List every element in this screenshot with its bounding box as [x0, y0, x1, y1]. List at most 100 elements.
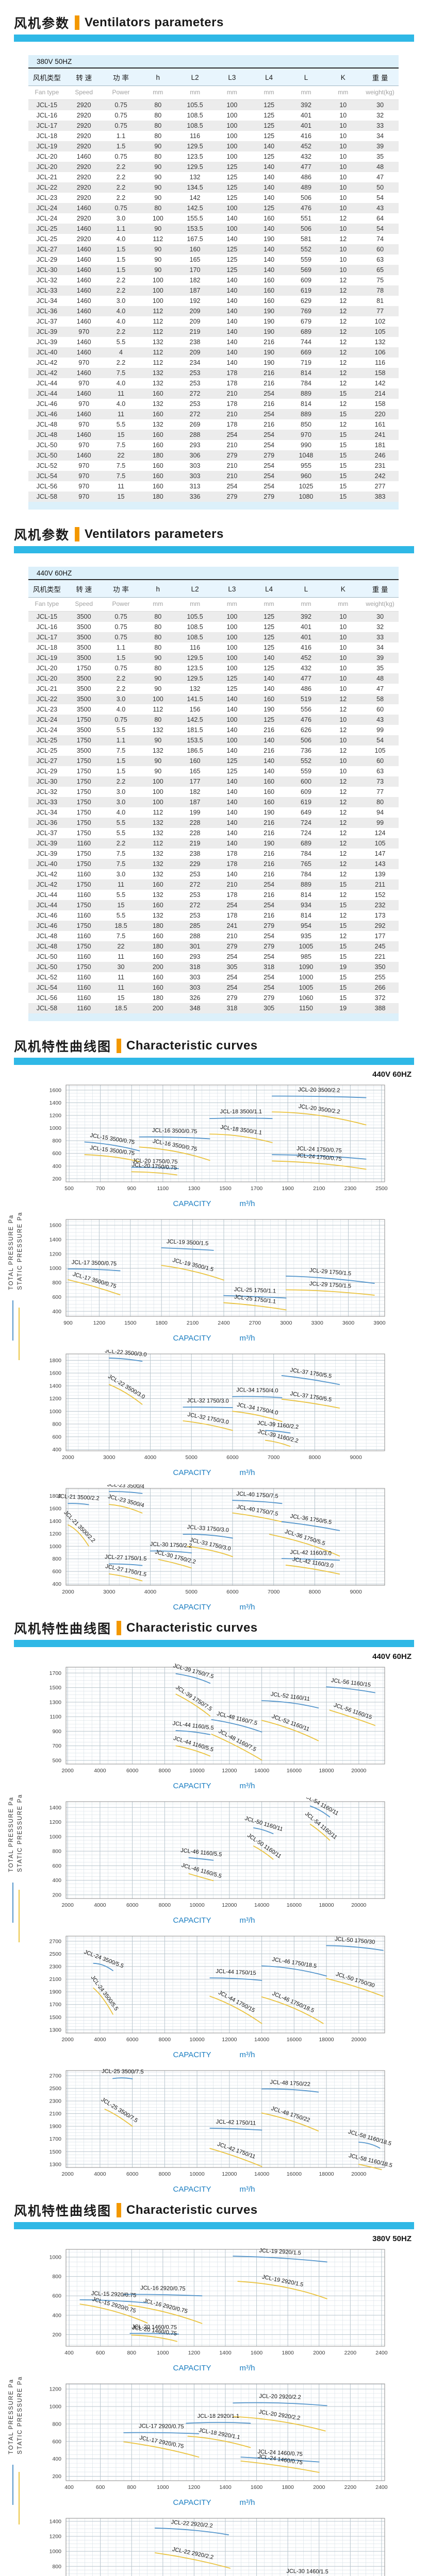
- table-cell: 160: [152, 933, 163, 940]
- curve-static-pressure: [232, 1411, 283, 1422]
- table-cell: 35: [376, 665, 384, 672]
- table-cell: 190: [264, 318, 275, 325]
- x-tick-label: 6000: [126, 2037, 139, 2043]
- table-cell: 160: [152, 390, 163, 397]
- table-cell: 15: [339, 390, 347, 397]
- table-cell: 581: [301, 235, 311, 243]
- table-cell: 221: [374, 953, 386, 960]
- y-tick-label: 1500: [50, 2014, 62, 2021]
- table-cell: 3500: [76, 675, 91, 682]
- table-cell: 303: [189, 984, 201, 991]
- table-cell: 143: [374, 860, 386, 868]
- table-cell: 10: [339, 132, 347, 140]
- section-title-row: 风机特性曲线图 Characteristic curves: [14, 2201, 414, 2219]
- plot-background: [66, 1354, 385, 1451]
- curve-label: JCL-32 1750/3.0: [187, 1398, 228, 1404]
- table-cell: 90: [154, 225, 162, 232]
- table-cell: 1460: [76, 431, 91, 438]
- table-cell: 125: [226, 174, 238, 181]
- table-cell: 3.0: [116, 788, 126, 795]
- table-row: JCL-50 1750 30 200 318 305 318 1090 19 350: [28, 962, 399, 972]
- table-cell: 452: [301, 143, 311, 150]
- table-cell: 112: [153, 809, 163, 816]
- table-cell: JCL-37: [36, 829, 58, 837]
- table-cell: 1160: [77, 912, 91, 919]
- table-cell: 90: [154, 768, 162, 775]
- curve-total-pressure: [175, 1730, 211, 1735]
- section-title-en: Characteristic curves: [126, 2203, 258, 2217]
- table-cell: 35: [376, 153, 384, 160]
- curve-label: JCL-34 1750/4.0: [236, 1387, 278, 1394]
- x-tick-label: 900: [63, 1320, 73, 1326]
- curve-static-pressure: [271, 1111, 367, 1126]
- curve-total-pressure: [281, 1521, 340, 1531]
- table-cell: 100: [152, 277, 163, 284]
- curve-label: JCL-16 3500/0.75: [152, 1127, 197, 1134]
- table-cell: 140: [226, 349, 238, 356]
- y-tick-label: 1200: [50, 1396, 62, 1402]
- table-cell: 100: [152, 215, 163, 222]
- curve-total-pressure: [326, 1945, 384, 1951]
- table-cell: 2.2: [116, 287, 126, 294]
- total-pressure-legend-line: [12, 2464, 13, 2505]
- curve-label: JCL-20 1460/0.75: [131, 2324, 177, 2331]
- table-cell: 15: [117, 902, 125, 909]
- table-cell: 99: [376, 819, 384, 826]
- table-cell: JCL-21: [36, 685, 58, 692]
- table-cell: 10: [339, 225, 347, 232]
- curve-label: JCL-30 1750/2.2: [150, 1541, 192, 1549]
- voltage-tab: 380V 50HZ: [28, 55, 399, 69]
- table-cell: 160: [152, 483, 163, 490]
- curve-static-pressure: [187, 2435, 251, 2448]
- table-cell: 132: [152, 819, 163, 826]
- table-cell: 165: [189, 256, 201, 263]
- orange-accent-bar: [75, 15, 80, 30]
- y-tick-label: 1800: [50, 1358, 62, 1364]
- table-cell: JCL-48: [36, 933, 58, 940]
- x-tick-label: 9000: [350, 1589, 363, 1595]
- table-cell: 125: [226, 266, 238, 274]
- table-cell: JCL-30: [36, 266, 58, 274]
- table-cell: 147: [374, 850, 386, 857]
- curve-total-pressure: [285, 1276, 375, 1284]
- table-cell: 161: [374, 421, 386, 428]
- curve-total-pressure: [186, 2421, 251, 2424]
- x-tick-label: 1600: [251, 2350, 263, 2356]
- table-cell: 34: [376, 644, 384, 651]
- table-cell: 139: [374, 871, 386, 878]
- x-tick-label: 2500: [375, 1185, 388, 1192]
- table-cell: 54: [376, 194, 384, 201]
- table-cell: JCL-56: [36, 483, 58, 490]
- x-tick-label: 18000: [319, 1902, 334, 1908]
- table-cell: 2920: [76, 174, 91, 181]
- table-cell: 254: [264, 431, 275, 438]
- curve-static-pressure: [281, 1398, 340, 1409]
- x-tick-label: 2200: [344, 2350, 357, 2356]
- curve-static-pressure: [175, 1693, 211, 1717]
- table-cell: 254: [264, 984, 275, 991]
- table-cell: 279: [264, 994, 275, 1002]
- y-tick-label: 2700: [50, 2073, 62, 2079]
- table-cell: 178: [226, 860, 238, 868]
- table-cell: 180: [152, 493, 163, 500]
- table-cell: 78: [376, 287, 384, 294]
- table-cell: 12: [339, 891, 347, 899]
- table-cell: JCL-50: [36, 953, 58, 960]
- table-cell: 155.5: [187, 215, 203, 222]
- table-cell: 160: [152, 462, 163, 469]
- table-cell: 0.75: [114, 101, 127, 109]
- y-tick-label: 1400: [50, 1236, 62, 1243]
- table-cell: 0.75: [114, 623, 127, 631]
- x-tick-label: 8000: [159, 1768, 171, 1774]
- curve-total-pressure: [108, 1563, 143, 1566]
- table-cell: 15: [339, 984, 347, 991]
- table-cell: 293: [189, 953, 201, 960]
- table-row: JCL-21 3500 2.2 90 132 125 140 486 10 47: [28, 684, 399, 694]
- table-cell: 18.5: [114, 922, 127, 929]
- capacity-text: CAPACITY: [173, 2185, 211, 2194]
- table-cell: 3500: [76, 613, 91, 620]
- table-cell: 105: [374, 328, 386, 335]
- table-cell: 2.2: [116, 194, 126, 201]
- table-cell: 11: [118, 984, 124, 991]
- table-cell: 1060: [299, 994, 314, 1002]
